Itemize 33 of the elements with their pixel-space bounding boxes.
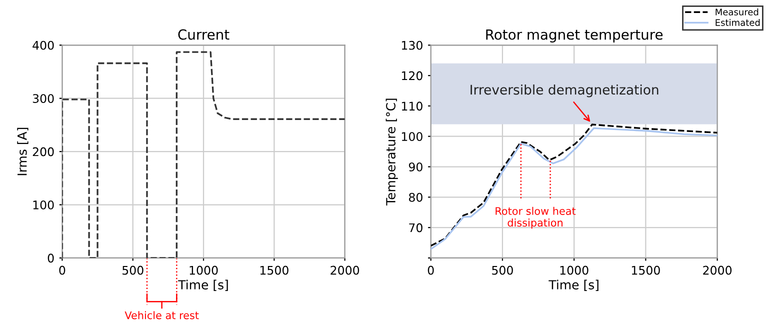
y-tick-label: 100 <box>33 200 54 210</box>
x-tick-label: 1500 <box>632 266 660 275</box>
y-tick-label: 400 <box>32 40 54 50</box>
x-tick-label: 2000 <box>330 266 360 275</box>
x-tick-label: 2000 <box>703 266 732 275</box>
y-tick-label: 80 <box>408 192 422 202</box>
x-tick-label: 1500 <box>260 266 288 275</box>
x-axis-title: Time [s] <box>548 280 598 291</box>
y-tick-label: 100 <box>402 132 422 142</box>
x-axis-title: Time [s] <box>178 280 228 291</box>
y-tick-label: 200 <box>32 147 54 156</box>
legend-label: Measured <box>716 8 758 16</box>
x-tick-label: 500 <box>492 266 513 275</box>
y-tick-label: 120 <box>402 71 422 80</box>
x-tick-label: 500 <box>122 266 144 275</box>
y-axis-title: Temperature [°C] <box>386 98 398 206</box>
annotation: Rotor slow heat dissipation <box>496 206 576 229</box>
x-tick-label: 1000 <box>560 266 588 275</box>
chart-title: Current <box>178 29 230 40</box>
y-tick-label: 0 <box>48 254 54 263</box>
x-tick-label: 1000 <box>190 266 218 275</box>
legend-label: Estimated <box>716 18 760 26</box>
text: Vehicle at rest <box>124 311 199 320</box>
chart-title: Rotor magnet temperture <box>486 29 663 42</box>
annotation: Irreversible demagnetization <box>470 84 658 98</box>
y-tick-label: 90 <box>408 162 422 172</box>
y-tick-label: 300 <box>32 94 54 104</box>
y-tick-label: 110 <box>402 102 422 111</box>
x-tick-label: 0 <box>428 266 434 275</box>
y-tick-label: 130 <box>402 40 422 50</box>
y-tick-label: 70 <box>409 223 422 232</box>
y-axis-title: Irms [A] <box>17 128 28 176</box>
x-tick-label: 0 <box>59 266 66 275</box>
